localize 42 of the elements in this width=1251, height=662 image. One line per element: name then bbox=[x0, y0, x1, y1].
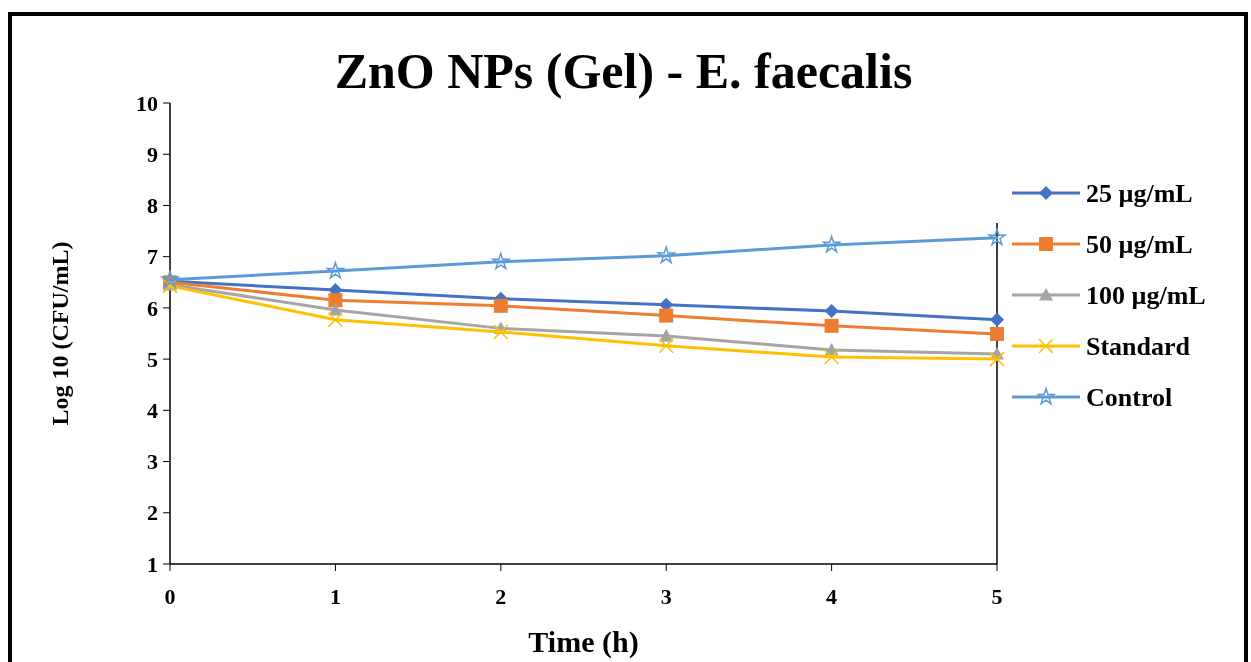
point bbox=[161, 270, 179, 288]
legend-label: Standard bbox=[1086, 332, 1191, 362]
point bbox=[658, 338, 674, 354]
point bbox=[990, 312, 1004, 327]
point bbox=[657, 246, 675, 264]
point bbox=[326, 261, 345, 279]
x-tick-label: 1 bbox=[329, 584, 341, 609]
legend-label: Control bbox=[1086, 383, 1173, 413]
x-tick-label: 3 bbox=[660, 584, 672, 609]
point bbox=[989, 351, 1005, 367]
point bbox=[988, 228, 1006, 246]
point bbox=[493, 298, 508, 313]
point bbox=[824, 303, 839, 318]
y-tick-label: 6 bbox=[147, 295, 158, 321]
y-axis-title: Log 10 (CFU/mL) bbox=[47, 241, 73, 426]
point bbox=[328, 293, 343, 308]
x-tick-label: 2 bbox=[495, 584, 507, 609]
y-tick-label: 7 bbox=[147, 244, 158, 270]
y-tick-label: 2 bbox=[147, 500, 158, 526]
y-tick-label: 10 bbox=[136, 90, 158, 116]
point bbox=[822, 235, 841, 253]
y-tick-label: 1 bbox=[147, 551, 158, 577]
legend-label: 100 µg/mL bbox=[1086, 281, 1206, 311]
point bbox=[823, 349, 840, 365]
x-tick-label: 5 bbox=[991, 584, 1003, 609]
y-tick-label: 9 bbox=[147, 141, 158, 167]
x-tick-label: 4 bbox=[826, 584, 838, 609]
x-tick-label: 0 bbox=[164, 584, 176, 609]
y-tick-label: 8 bbox=[147, 193, 158, 219]
x-axis-title: Time (h) bbox=[528, 625, 639, 659]
point bbox=[327, 311, 344, 328]
point bbox=[990, 327, 1004, 342]
y-tick-label: 5 bbox=[147, 346, 158, 372]
chart-title: ZnO NPs (Gel) - E. faecalis bbox=[334, 43, 913, 99]
y-tick-label: 3 bbox=[147, 449, 158, 475]
point bbox=[824, 318, 839, 333]
legend-label: 50 µg/mL bbox=[1086, 230, 1193, 260]
point bbox=[659, 308, 674, 323]
legend-label: 25 µg/mL bbox=[1086, 179, 1193, 209]
point bbox=[492, 252, 510, 270]
point bbox=[493, 324, 509, 340]
y-tick-label: 4 bbox=[147, 398, 158, 424]
